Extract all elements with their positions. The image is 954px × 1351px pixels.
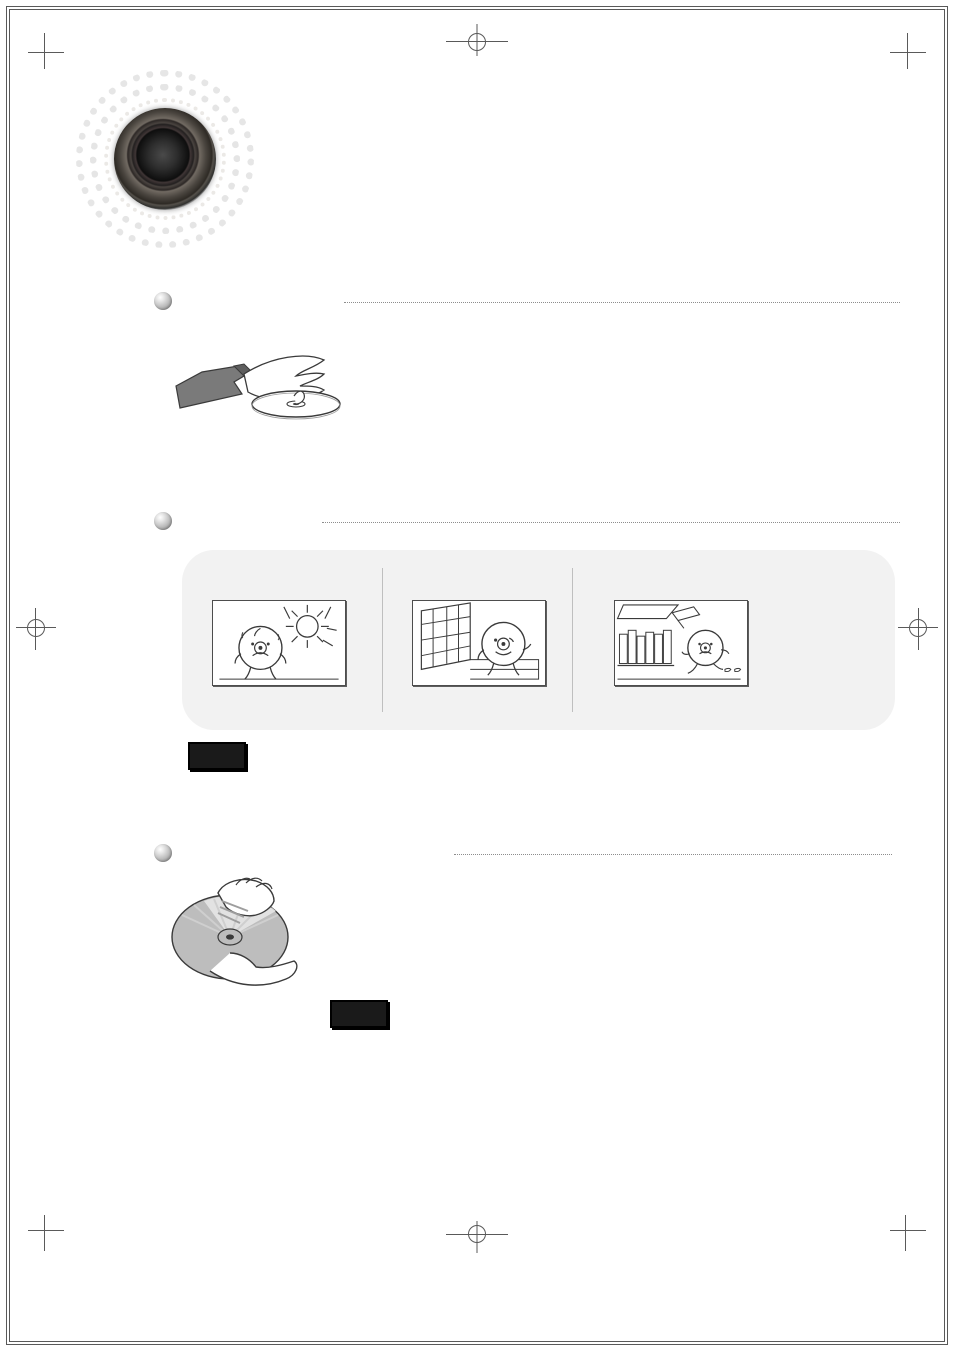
crop-tick bbox=[907, 33, 908, 69]
crop-tick bbox=[28, 52, 64, 53]
section-bullet bbox=[154, 512, 172, 530]
section-bullet bbox=[154, 292, 172, 310]
section-rule bbox=[344, 302, 900, 303]
storage-panel bbox=[182, 550, 895, 730]
registration-mark bbox=[468, 33, 486, 51]
header-speaker-image bbox=[76, 70, 254, 248]
crop-tick bbox=[44, 1215, 45, 1251]
registration-mark bbox=[909, 619, 927, 637]
thumb-sun-heat bbox=[212, 600, 346, 686]
thumb-window-ok bbox=[412, 600, 546, 686]
speaker-cone bbox=[114, 108, 216, 210]
thumb-shelf-roll bbox=[614, 600, 748, 686]
registration-mark bbox=[27, 619, 45, 637]
panel-separator bbox=[572, 568, 573, 712]
panel-separator bbox=[382, 568, 383, 712]
illustration-hold-disc bbox=[174, 346, 344, 446]
crop-tick bbox=[28, 1230, 64, 1231]
section-rule bbox=[322, 522, 900, 523]
illustration-wipe-disc bbox=[164, 867, 324, 1003]
note-badge bbox=[330, 1000, 388, 1028]
manual-page bbox=[0, 0, 954, 1351]
crop-tick bbox=[905, 1215, 906, 1251]
crop-tick bbox=[890, 52, 926, 53]
note-badge bbox=[188, 742, 246, 770]
crop-tick bbox=[44, 33, 45, 69]
crop-tick bbox=[890, 1230, 926, 1231]
section-bullet bbox=[154, 844, 172, 862]
content-area bbox=[62, 62, 892, 1231]
section-rule bbox=[454, 854, 892, 855]
